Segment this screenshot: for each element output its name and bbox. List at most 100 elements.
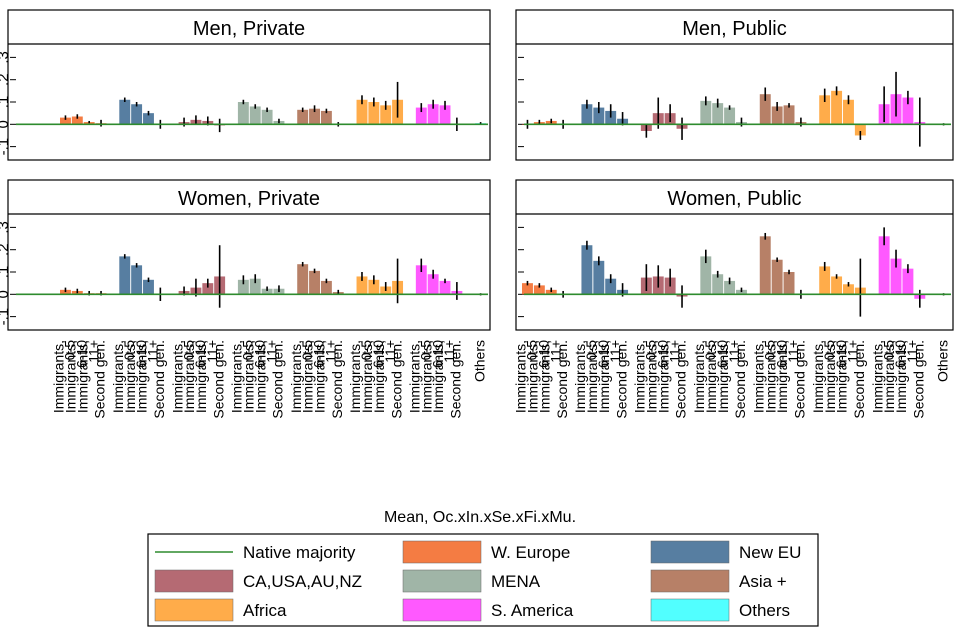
x-tick-label: 6-10 <box>429 340 445 368</box>
bar <box>533 285 545 295</box>
x-tick-label: Immigrants, <box>834 340 850 413</box>
x-axis-title: Mean, Oc.xIn.xSe.xFi.xMu. <box>384 509 576 526</box>
bar <box>415 107 427 125</box>
bar <box>143 113 154 125</box>
legend-swatch <box>154 569 234 593</box>
y-tick-label: 0 <box>0 290 12 298</box>
bar <box>415 265 427 295</box>
legend-swatch <box>402 598 482 622</box>
x-tick-label: 6-10 <box>370 340 386 368</box>
bar <box>143 279 154 295</box>
legend-label: MENA <box>491 572 541 591</box>
legend-swatch <box>402 540 482 564</box>
legend-label: W. Europe <box>491 543 570 562</box>
bar <box>771 259 783 295</box>
x-tick-label: Second gen. <box>270 340 286 419</box>
bar <box>131 104 143 125</box>
x-tick-label: Second gen. <box>554 340 570 419</box>
x-tick-label: Immigrants, <box>51 340 67 413</box>
x-tick-label: Second gen. <box>792 340 808 419</box>
x-tick-label: 6-10 <box>536 340 552 368</box>
x-tick-label: 11+ <box>726 340 742 363</box>
x-tick-label: Second gen. <box>329 340 345 419</box>
bar <box>297 109 309 125</box>
y-tick-label: .1 <box>0 96 12 109</box>
x-tick-label: Immigrants, <box>300 340 316 413</box>
x-tick-label: Immigrants, <box>430 340 446 413</box>
x-tick-label: Second gen. <box>673 340 689 419</box>
x-tick-label: Immigrants, <box>810 340 826 413</box>
y-tick-label: .3 <box>0 221 12 234</box>
y-tick-label: .1 <box>0 266 12 279</box>
bar <box>249 106 261 125</box>
x-tick-label: Second gen. <box>732 340 748 419</box>
x-tick-label: 11+ <box>785 340 801 363</box>
legend-label: CA,USA,AU,NZ <box>243 572 362 591</box>
x-tick-label: Immigrants, <box>643 340 659 413</box>
x-tick-label: 11+ <box>441 340 457 363</box>
bar <box>843 99 854 125</box>
bar <box>202 283 214 295</box>
x-tick-label: 11+ <box>845 340 861 363</box>
x-tick-label: Immigrants, <box>893 340 909 413</box>
x-tick-label: 11+ <box>666 340 682 363</box>
x-tick-label: Second gen. <box>210 340 226 419</box>
x-tick-label: Others <box>934 340 950 382</box>
x-tick-label: 11+ <box>85 340 101 363</box>
x-tick-label: Immigrants, <box>312 340 328 413</box>
x-tick-label: 6-10 <box>74 340 90 368</box>
x-tick-label: Second gen. <box>448 340 464 419</box>
bar <box>700 256 712 295</box>
x-tick-label: 0-5 <box>524 340 540 360</box>
x-tick-label: Immigrants, <box>347 340 363 413</box>
x-tick-label: 0-5 <box>62 340 78 360</box>
bar <box>831 90 843 125</box>
x-tick-label: 11+ <box>547 340 563 363</box>
bar <box>356 276 368 295</box>
bar <box>309 270 320 295</box>
bar <box>771 106 783 125</box>
bar <box>902 268 914 295</box>
x-tick-label: Immigrants, <box>169 340 185 413</box>
bar <box>783 272 795 295</box>
bar <box>522 283 533 295</box>
x-tick-label: 6-10 <box>133 340 149 368</box>
x-tick-label: Immigrants, <box>418 340 434 413</box>
x-tick-label: Second gen. <box>151 340 167 419</box>
x-tick-label: Immigrants, <box>122 340 138 413</box>
x-tick-label: Immigrants, <box>572 340 588 413</box>
legend-swatch <box>154 598 234 622</box>
bar <box>605 278 617 295</box>
x-tick-label: 11+ <box>145 340 161 363</box>
y-tick-label: -.1 <box>0 308 12 326</box>
y-tick-label: .3 <box>0 51 12 64</box>
legend-swatch <box>402 569 482 593</box>
x-tick-label: Immigrants, <box>240 340 256 413</box>
x-tick-label: Immigrants, <box>715 340 731 413</box>
x-tick-label: Immigrants, <box>762 340 778 413</box>
bar <box>902 97 914 125</box>
panel-title: Women, Public <box>667 188 801 210</box>
x-tick-label: Immigrants, <box>406 340 422 413</box>
panel-frame <box>515 9 954 161</box>
x-tick-label: 0-5 <box>121 340 137 360</box>
x-tick-label: 0-5 <box>358 340 374 360</box>
x-tick-label: Immigrants, <box>774 340 790 413</box>
bar <box>819 266 831 295</box>
x-tick-label: Immigrants, <box>288 340 304 413</box>
bar <box>581 245 593 295</box>
x-tick-label: 6-10 <box>595 340 611 368</box>
x-tick-label: 0-5 <box>702 340 718 360</box>
bar <box>119 99 131 125</box>
x-tick-label: Immigrants, <box>596 340 612 413</box>
x-tick-label: 11+ <box>904 340 920 363</box>
x-tick-label: Second gen. <box>613 340 629 419</box>
x-tick-label: Immigrants, <box>193 340 209 413</box>
panel-frame <box>7 9 491 161</box>
bar <box>593 260 605 295</box>
bar <box>309 108 320 125</box>
bar <box>593 107 605 125</box>
x-tick-label: Immigrants, <box>525 340 541 413</box>
x-tick-label: Others <box>471 340 487 382</box>
